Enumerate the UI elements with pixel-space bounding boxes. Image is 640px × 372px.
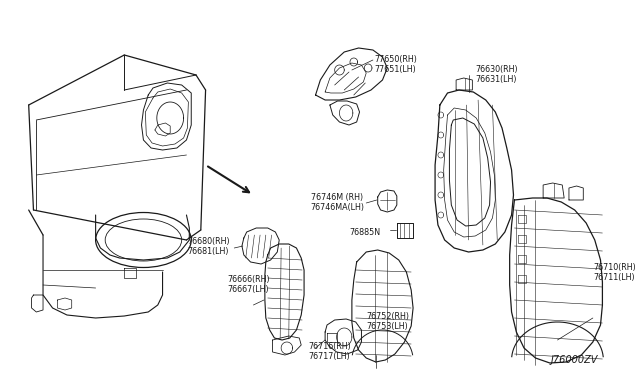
- Text: 76716(RH)
76717(LH): 76716(RH) 76717(LH): [309, 342, 351, 362]
- Text: 77650(RH)
77651(LH): 77650(RH) 77651(LH): [375, 55, 418, 74]
- Text: 76885N: 76885N: [349, 228, 380, 237]
- Text: 76752(RH)
76753(LH): 76752(RH) 76753(LH): [366, 312, 409, 331]
- Text: 76746M (RH)
76746MA(LH): 76746M (RH) 76746MA(LH): [311, 193, 365, 212]
- Text: 76710(RH)
76711(LH): 76710(RH) 76711(LH): [594, 263, 637, 282]
- Text: J76000ZV: J76000ZV: [550, 355, 598, 365]
- Text: 76680(RH)
76681(LH): 76680(RH) 76681(LH): [188, 237, 230, 256]
- Text: 76630(RH)
76631(LH): 76630(RH) 76631(LH): [476, 65, 518, 84]
- Text: 76666(RH)
76667(LH): 76666(RH) 76667(LH): [228, 275, 270, 294]
